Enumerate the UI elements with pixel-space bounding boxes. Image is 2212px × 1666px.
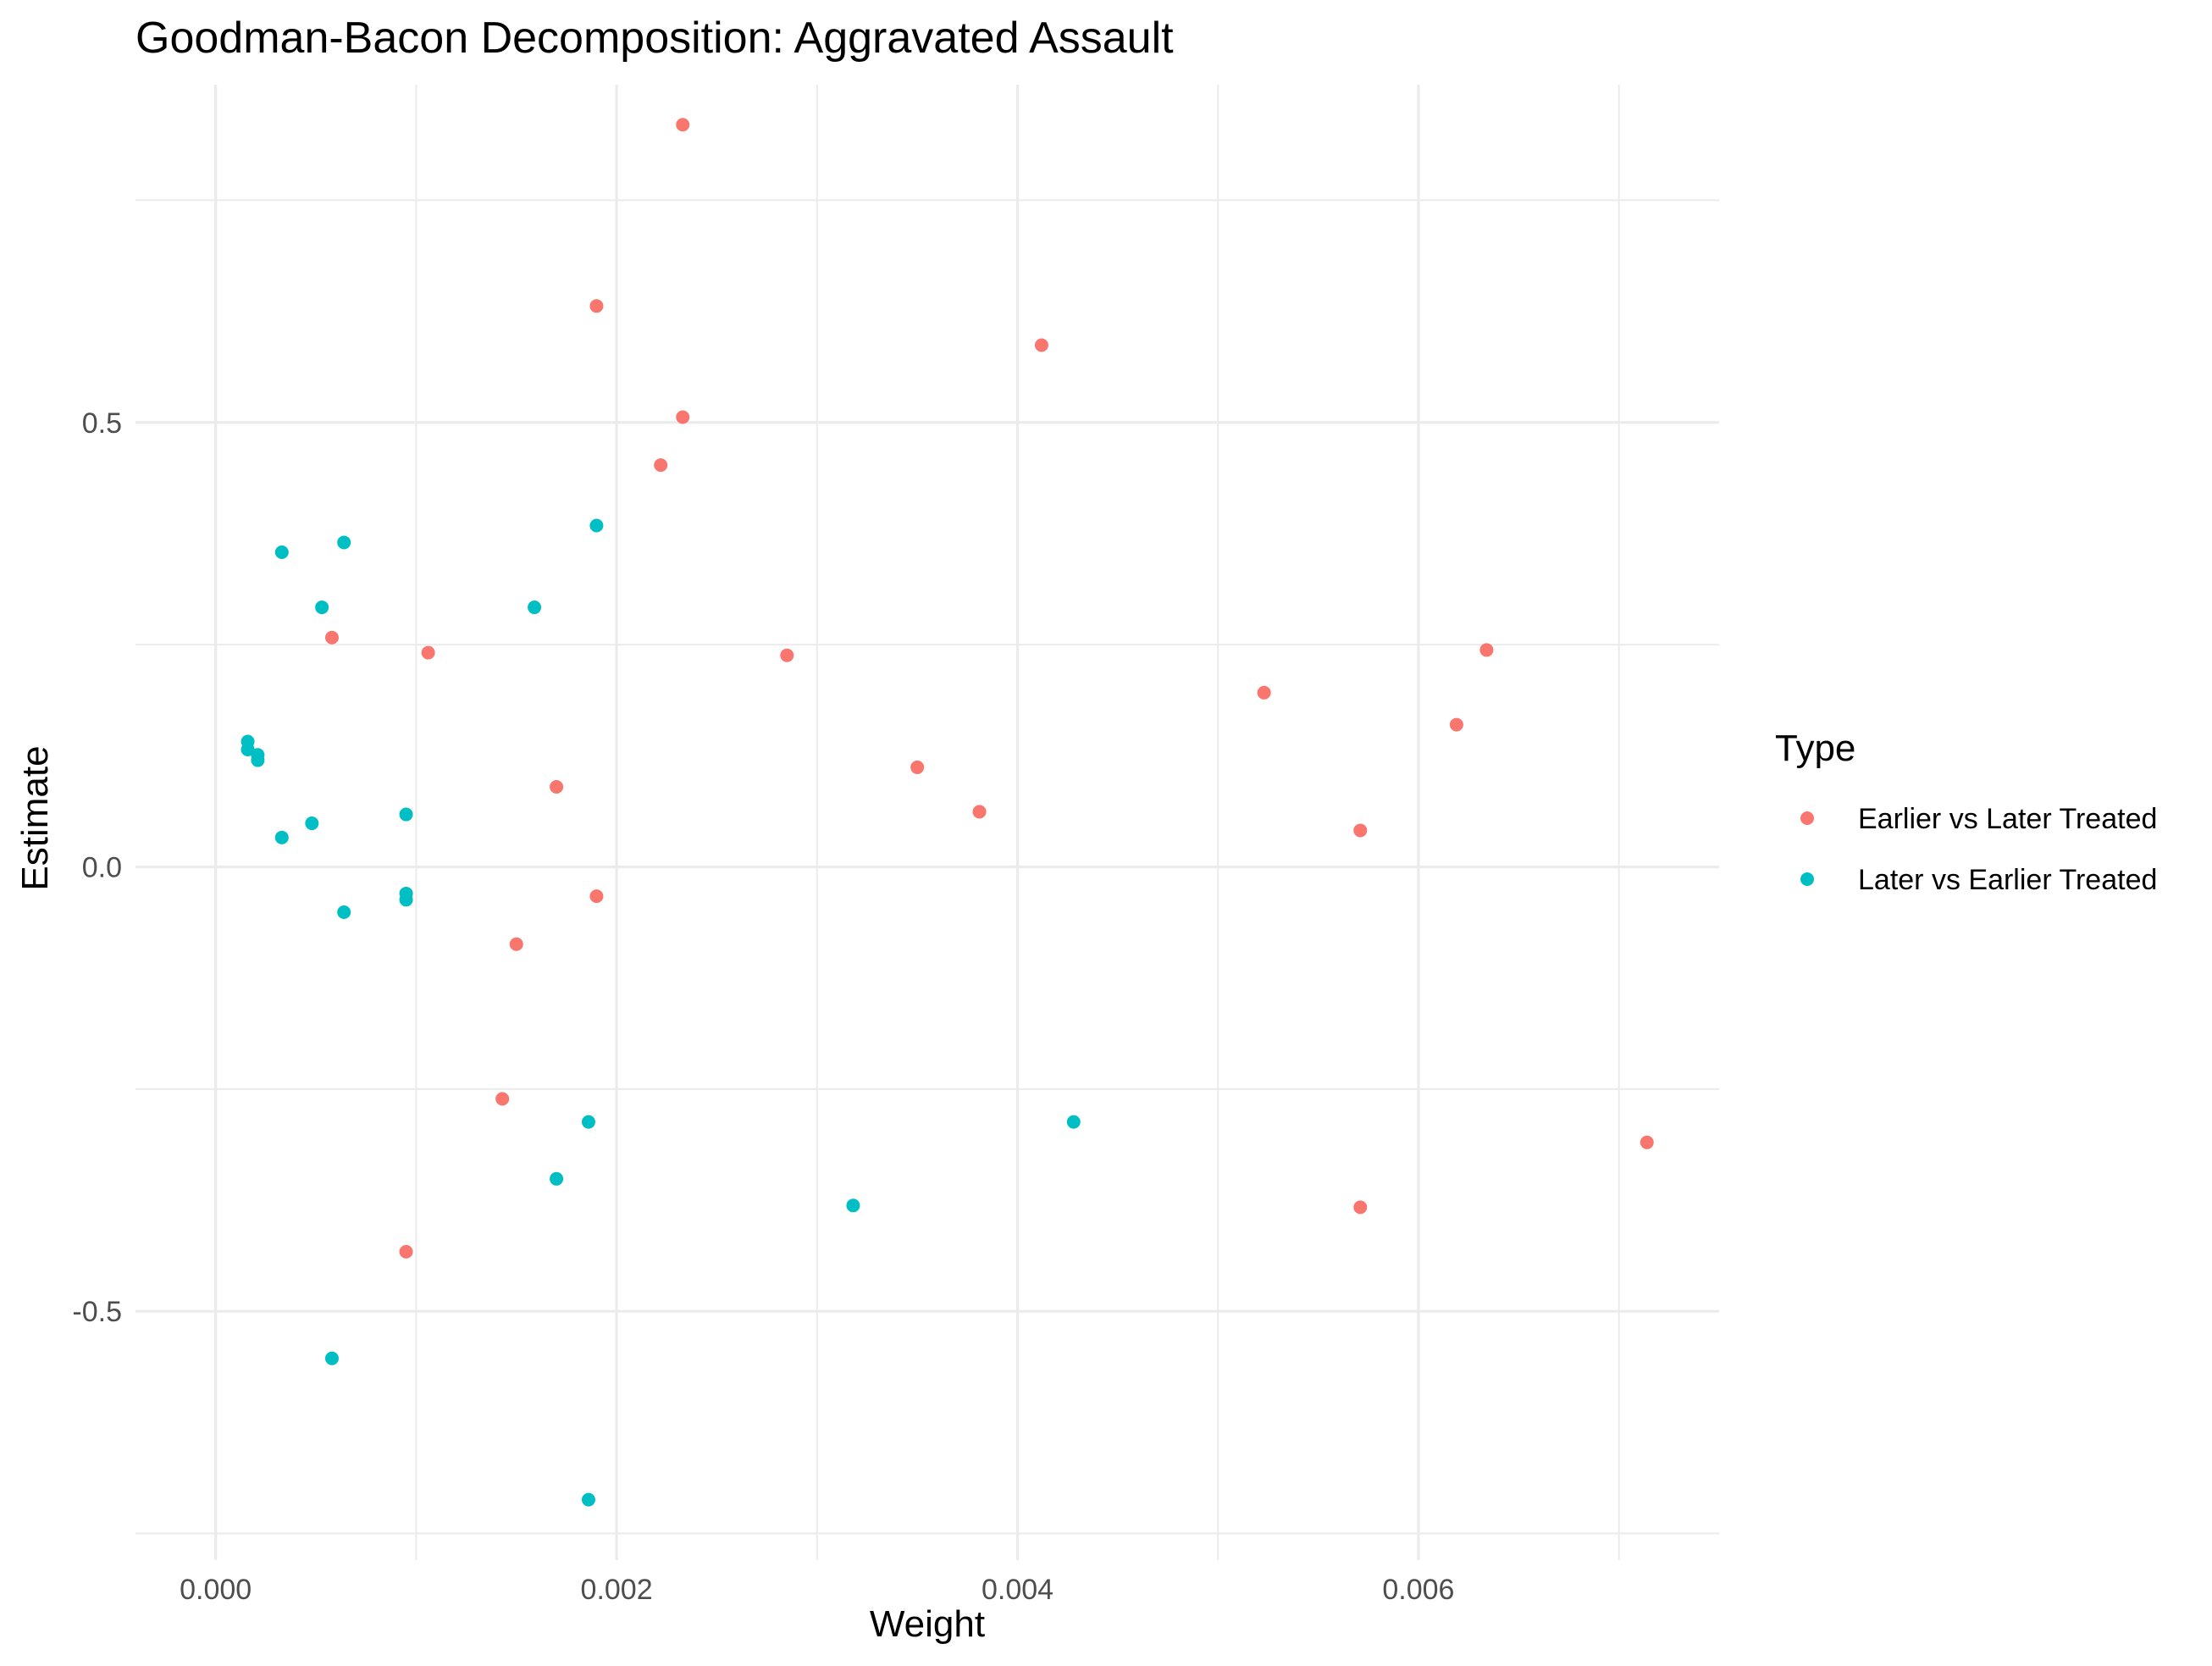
data-point (589, 299, 604, 313)
data-point (324, 630, 339, 645)
data-point (910, 760, 925, 774)
data-point (324, 1351, 339, 1365)
data-point (421, 645, 435, 660)
legend-label: Later vs Earlier Treated (1858, 864, 2157, 896)
data-point (1257, 685, 1271, 700)
data-point (337, 905, 351, 919)
data-point (399, 1244, 413, 1259)
data-point (676, 118, 690, 132)
y-tick-label: -0.5 (72, 1296, 122, 1328)
y-tick-label: 0.5 (82, 407, 122, 440)
data-point (1353, 1200, 1368, 1215)
y-tick-label: 0.0 (82, 851, 122, 883)
data-point (274, 545, 289, 559)
data-point (315, 601, 329, 615)
x-tick-label: 0.004 (982, 1574, 1053, 1606)
data-point (1640, 1135, 1654, 1149)
legend-key (1800, 811, 1814, 825)
x-tick-label: 0.002 (581, 1574, 653, 1606)
grid-lines (135, 85, 1719, 1560)
data-point (654, 458, 668, 473)
data-point (1034, 338, 1048, 352)
x-axis-title: Weight (870, 1603, 985, 1645)
legend: Type Earlier vs Later Treated Later vs Ea… (1775, 728, 2157, 896)
data-point (1066, 1115, 1081, 1129)
data-point (1479, 643, 1494, 657)
legend-key (1800, 872, 1814, 886)
x-tick-label: 0.006 (1382, 1574, 1454, 1606)
data-point (550, 1171, 564, 1186)
data-point (846, 1198, 860, 1213)
data-point (589, 518, 604, 533)
data-point (399, 807, 413, 822)
legend-title: Type (1775, 728, 1855, 769)
data-point (528, 601, 542, 615)
data-point (305, 816, 319, 831)
data-point (581, 1492, 595, 1507)
data-point (509, 937, 523, 951)
data-point (399, 893, 413, 907)
x-tick-label: 0.000 (180, 1574, 252, 1606)
y-axis-title: Estimate (14, 745, 56, 890)
data-point (972, 805, 987, 819)
data-point (581, 1115, 595, 1129)
data-point (274, 830, 289, 844)
data-point (780, 648, 794, 662)
data-point (337, 535, 351, 550)
axes: 0.000 0.002 0.004 0.006 -0.5 0.0 0.5 (72, 407, 1454, 1606)
data-point (241, 742, 255, 756)
data-point (589, 889, 604, 904)
data-point (251, 753, 265, 767)
chart-title: Goodman-Bacon Decomposition: Aggravated … (135, 14, 1174, 63)
data-point (1353, 823, 1368, 838)
data-point (550, 780, 564, 794)
data-points (241, 118, 1654, 1507)
data-point (1449, 717, 1463, 732)
data-point (495, 1092, 510, 1106)
legend-label: Earlier vs Later Treated (1858, 803, 2157, 835)
data-point (676, 410, 690, 424)
